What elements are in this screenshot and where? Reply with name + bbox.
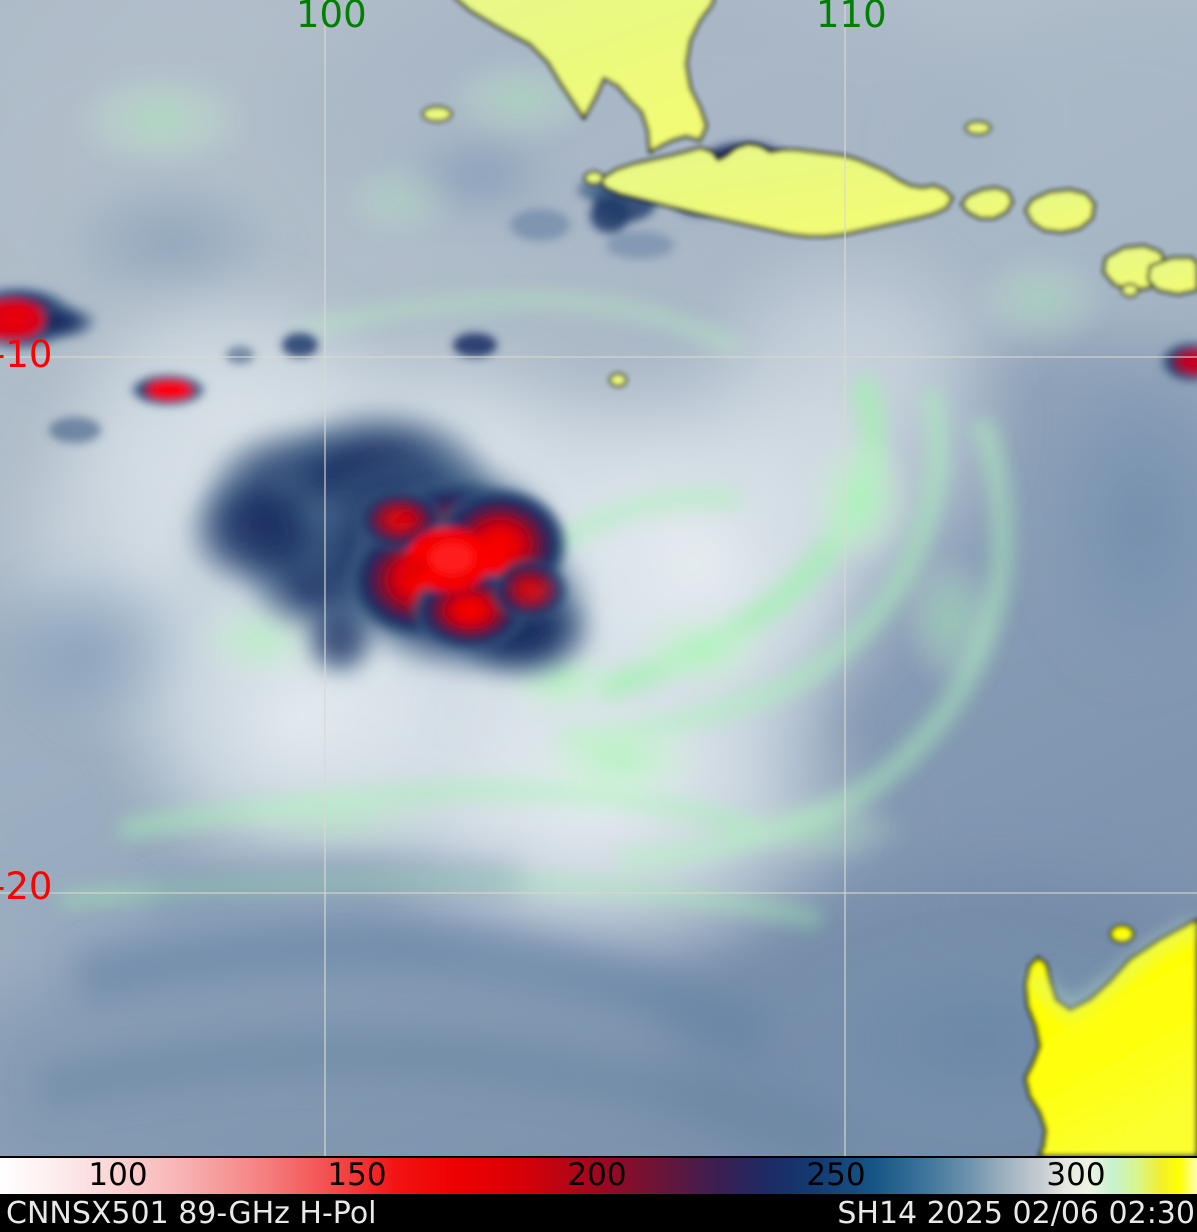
- brightness-temperature-colorbar[interactable]: 100 150 200 250 300: [0, 1156, 1197, 1196]
- graticule: [0, 0, 1197, 1156]
- satellite-image-panel[interactable]: 100 110 -10 -20: [0, 0, 1197, 1156]
- sensor-product-label: CNNSX501 89-GHz H-Pol: [6, 1196, 377, 1231]
- satellite-imagery-canvas: [0, 0, 1197, 1156]
- convective-core-89ghz-minimum: [345, 477, 570, 652]
- landmass-sumatra: [456, 0, 715, 154]
- spiral-rainbands: [59, 55, 1110, 928]
- footer-bar: CNNSX501 89-GHz H-Pol SH14 2025 02/06 02…: [0, 1196, 1197, 1232]
- landmass-lesser-sunda-islands: [421, 105, 1197, 388]
- isolated-convective-cells: [0, 284, 1197, 443]
- australia-coastal-fringe: [1027, 918, 1197, 1022]
- low-brightness-cloud-bands: [0, 130, 1197, 1156]
- landmass-java: [583, 142, 954, 238]
- colorbar-gradient: [0, 1158, 1197, 1194]
- storm-id-timestamp-label: SH14 2025 02/06 02:30: [837, 1196, 1195, 1231]
